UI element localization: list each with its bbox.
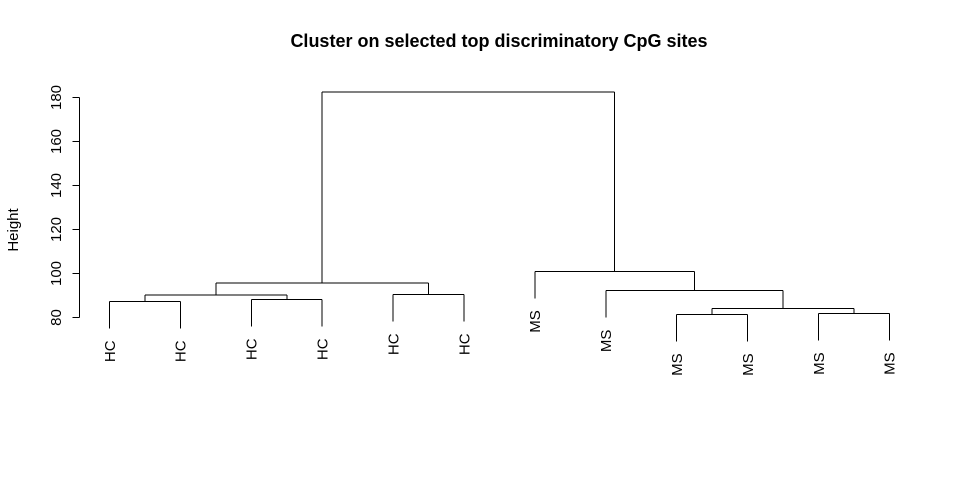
chart-title: Cluster on selected top discriminatory C…	[290, 31, 707, 51]
y-tick-label: 140	[48, 173, 65, 198]
y-tick-label: 180	[48, 85, 65, 110]
y-tick-label: 120	[48, 217, 65, 242]
y-tick-label: 160	[48, 129, 65, 154]
leaf-label: MS	[740, 353, 757, 376]
leaf-label: MS	[669, 353, 686, 376]
leaf-label: MS	[527, 310, 544, 333]
leaf-label: HC	[456, 333, 473, 355]
leaf-label: MS	[811, 352, 828, 375]
y-tick-label: 100	[48, 261, 65, 286]
dendrogram-tree	[109, 91, 890, 342]
leaf-label: HC	[173, 340, 190, 362]
leaf-label: HC	[385, 333, 402, 355]
y-tick-label: 80	[48, 309, 65, 326]
leaf-label: HC	[102, 340, 119, 362]
y-axis-label: Height	[5, 207, 22, 251]
leaf-label: MS	[882, 352, 899, 375]
y-axis: 80 100 120 140 160 180	[48, 85, 80, 326]
leaf-label: HC	[244, 338, 261, 360]
leaf-label: MS	[598, 330, 615, 353]
leaf-label: HC	[314, 338, 331, 360]
leaf-labels: HC HC HC HC HC HC MS MS MS MS MS MS	[102, 310, 899, 376]
